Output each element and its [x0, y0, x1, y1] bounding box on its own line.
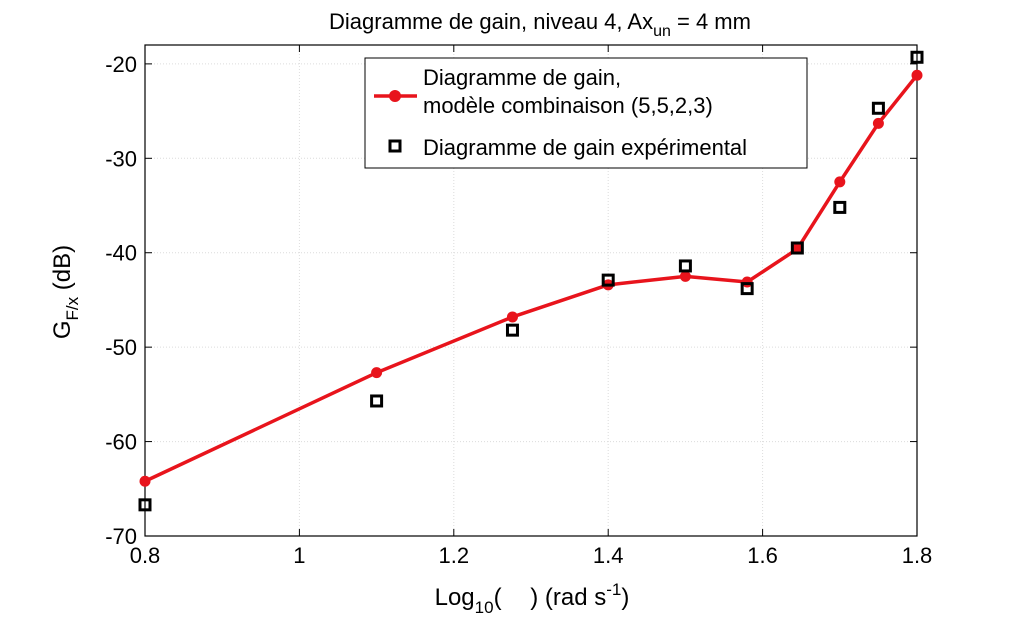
- experimental-point: [740, 282, 754, 296]
- chart-title: Diagramme de gain, niveau 4, Axun = 4 mm: [329, 9, 751, 40]
- model-point: [834, 176, 846, 188]
- y-tick-label: -20: [105, 52, 137, 77]
- legend-marker-model: [389, 90, 401, 102]
- x-tick-label: 1.8: [902, 543, 933, 568]
- legend-marker-experimental: [388, 139, 402, 153]
- axis-ticks: [144, 45, 918, 537]
- x-tick-labels: 0.8 1 1.2 1.4 1.6 1.8: [130, 543, 933, 568]
- x-tick-label: 0.8: [130, 543, 161, 568]
- experimental-point: [910, 50, 924, 64]
- y-tick-labels: -70 -60 -50 -40 -30 -20: [105, 52, 137, 549]
- legend-box: [364, 57, 808, 169]
- model-point: [139, 475, 151, 487]
- experimental-point: [871, 101, 885, 115]
- experimental-point: [601, 273, 615, 287]
- model-point: [911, 69, 923, 81]
- series-model: [139, 69, 923, 487]
- model-point: [872, 117, 884, 129]
- x-tick-label: 1: [293, 543, 305, 568]
- plot-frame: [144, 44, 918, 537]
- series-experimental: [138, 50, 924, 512]
- legend-label-model-line1: Diagramme de gain,: [423, 65, 621, 90]
- x-tick-label: 1.4: [593, 543, 624, 568]
- experimental-point: [790, 241, 804, 255]
- y-tick-label: -40: [105, 241, 137, 266]
- experimental-point: [505, 323, 519, 337]
- model-point: [506, 311, 518, 323]
- experimental-point: [138, 498, 152, 512]
- x-tick-label: 1.2: [439, 543, 470, 568]
- y-tick-label: -50: [105, 335, 137, 360]
- model-line: [144, 74, 919, 483]
- legend-label-experimental: Diagramme de gain expérimental: [423, 135, 747, 160]
- experimental-point: [678, 259, 692, 273]
- y-tick-label: -60: [105, 430, 137, 455]
- x-tick-label: 1.6: [747, 543, 778, 568]
- model-point: [679, 270, 691, 282]
- y-axis-label: GF/x (dB): [49, 245, 82, 339]
- experimental-point: [370, 394, 384, 408]
- chart-title-subscript: un: [653, 23, 671, 40]
- x-axis-label: Log10( ) (rad s-1): [435, 580, 630, 617]
- legend-label-model-line2: modèle combinaison (5,5,2,3): [423, 93, 713, 118]
- legend: Diagramme de gain, modèle combinaison (5…: [364, 57, 808, 169]
- y-tick-label: -30: [105, 146, 137, 171]
- experimental-point: [833, 200, 847, 214]
- y-tick-label: -70: [105, 524, 137, 549]
- model-point: [371, 367, 383, 379]
